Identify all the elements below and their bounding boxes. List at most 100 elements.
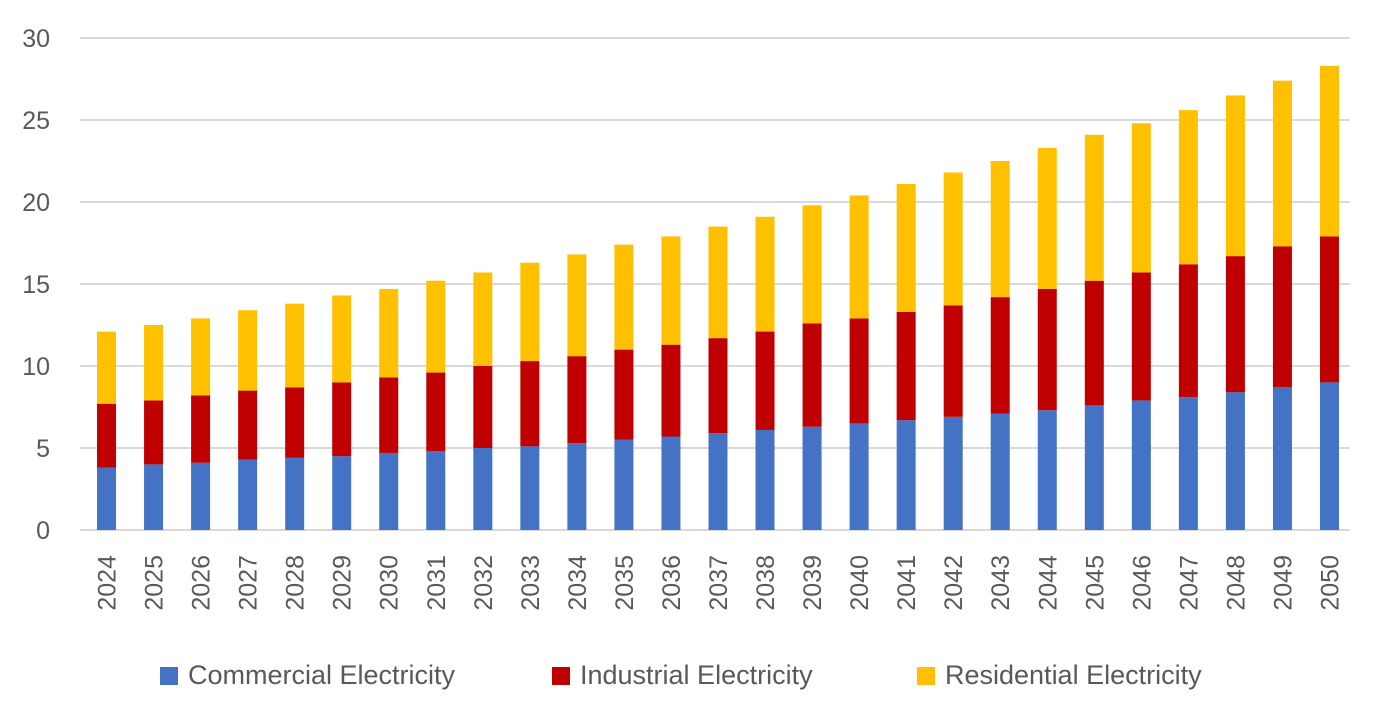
bar-residential-electricity-2046	[1131, 123, 1151, 273]
bar-industrial-electricity-2042	[943, 305, 963, 417]
bar-residential-electricity-2042	[943, 172, 963, 306]
bar-industrial-electricity-2049	[1272, 246, 1292, 388]
bar-commercial-electricity-2037	[708, 433, 728, 530]
bar-commercial-electricity-2030	[379, 452, 399, 530]
bar-commercial-electricity-2044	[1037, 410, 1057, 530]
bar-commercial-electricity-2024	[97, 467, 117, 530]
legend-label: Residential Electricity	[945, 660, 1202, 690]
bar-industrial-electricity-2035	[614, 349, 634, 440]
bar-industrial-electricity-2041	[896, 311, 916, 421]
x-tick-label: 2028	[282, 555, 310, 611]
y-axis-ticks: 0 5 10 15 20 25 30	[22, 25, 50, 545]
bar-commercial-electricity-2029	[332, 456, 352, 530]
x-tick-label: 2034	[564, 555, 592, 611]
x-tick-label: 2027	[235, 555, 263, 611]
bar-commercial-electricity-2034	[567, 443, 587, 530]
legend-swatch-commercial-electricity	[160, 667, 178, 685]
bar-residential-electricity-2025	[144, 325, 164, 401]
bar-residential-electricity-2039	[802, 205, 822, 324]
x-tick-label: 2032	[470, 555, 498, 611]
x-tick-label: 2036	[658, 555, 686, 611]
x-axis-ticks: 2024 2025 2026 2027 2028 2029 2030 2031 2032 2033…	[94, 555, 1345, 611]
x-tick-label: 2035	[611, 555, 639, 611]
bar-commercial-electricity-2048	[1225, 392, 1245, 530]
bar-industrial-electricity-2037	[708, 338, 728, 434]
x-tick-label: 2024	[94, 555, 122, 611]
bar-residential-electricity-2034	[567, 254, 587, 357]
bar-commercial-electricity-2038	[755, 429, 775, 530]
x-tick-label: 2044	[1034, 555, 1062, 611]
bar-commercial-electricity-2040	[849, 423, 869, 530]
x-tick-label: 2025	[141, 555, 169, 611]
bar-commercial-electricity-2043	[990, 413, 1010, 530]
bar-industrial-electricity-2027	[238, 390, 258, 460]
bar-industrial-electricity-2040	[849, 318, 869, 424]
y-tick-label: 20	[22, 189, 50, 217]
bar-industrial-electricity-2048	[1225, 256, 1245, 393]
x-tick-label: 2030	[376, 555, 404, 611]
bar-commercial-electricity-2045	[1084, 405, 1104, 530]
bar-residential-electricity-2033	[520, 262, 540, 362]
x-tick-label: 2040	[846, 555, 874, 611]
bar-residential-electricity-2037	[708, 226, 728, 339]
bar-industrial-electricity-2043	[990, 297, 1010, 414]
bar-industrial-electricity-2033	[520, 361, 540, 447]
bar-commercial-electricity-2046	[1131, 400, 1151, 530]
bar-commercial-electricity-2031	[426, 451, 446, 530]
bar-residential-electricity-2035	[614, 244, 634, 350]
bar-industrial-electricity-2032	[473, 366, 493, 448]
bar-commercial-electricity-2042	[943, 416, 963, 530]
x-tick-label: 2033	[517, 555, 545, 611]
y-tick-label: 15	[22, 271, 50, 299]
bar-commercial-electricity-2028	[285, 457, 305, 530]
bar-residential-electricity-2044	[1037, 147, 1057, 289]
bars	[97, 65, 1339, 530]
bar-residential-electricity-2026	[191, 318, 211, 396]
x-tick-label: 2039	[799, 555, 827, 611]
bar-commercial-electricity-2036	[661, 436, 681, 530]
bar-commercial-electricity-2047	[1178, 397, 1198, 530]
legend-label: Commercial Electricity	[188, 660, 456, 690]
bar-industrial-electricity-2046	[1131, 272, 1151, 401]
bar-industrial-electricity-2034	[567, 356, 587, 444]
bar-residential-electricity-2028	[285, 303, 305, 388]
bar-residential-electricity-2048	[1225, 95, 1245, 257]
y-tick-label: 30	[22, 25, 50, 53]
bar-commercial-electricity-2049	[1272, 387, 1292, 530]
bar-industrial-electricity-2036	[661, 344, 681, 437]
bar-residential-electricity-2030	[379, 288, 399, 378]
bar-commercial-electricity-2027	[238, 459, 258, 530]
bar-industrial-electricity-2030	[379, 377, 399, 453]
bar-commercial-electricity-2041	[896, 420, 916, 530]
bar-industrial-electricity-2029	[332, 382, 352, 457]
bar-industrial-electricity-2024	[97, 403, 117, 468]
bar-industrial-electricity-2031	[426, 372, 446, 452]
x-tick-label: 2045	[1081, 555, 1109, 611]
bar-residential-electricity-2029	[332, 295, 352, 383]
x-tick-label: 2049	[1269, 555, 1297, 611]
y-tick-label: 10	[22, 353, 50, 381]
bar-commercial-electricity-2035	[614, 439, 634, 530]
bar-commercial-electricity-2033	[520, 446, 540, 530]
x-tick-label: 2029	[329, 555, 357, 611]
x-tick-label: 2026	[188, 555, 216, 611]
bar-residential-electricity-2050	[1319, 65, 1339, 237]
bar-industrial-electricity-2038	[755, 331, 775, 430]
bar-residential-electricity-2045	[1084, 134, 1104, 281]
legend-swatch-industrial-electricity	[552, 667, 570, 685]
x-tick-label: 2038	[752, 555, 780, 611]
bar-commercial-electricity-2050	[1319, 382, 1339, 530]
x-tick-label: 2031	[423, 555, 451, 611]
bar-commercial-electricity-2039	[802, 426, 822, 530]
bar-industrial-electricity-2044	[1037, 288, 1057, 411]
legend: Commercial Electricity Industrial Electri…	[160, 660, 1202, 690]
legend-label: Industrial Electricity	[580, 660, 813, 690]
bar-residential-electricity-2038	[755, 216, 775, 332]
bar-industrial-electricity-2026	[191, 395, 211, 463]
x-tick-label: 2047	[1175, 555, 1203, 611]
bar-residential-electricity-2036	[661, 236, 681, 345]
x-tick-label: 2048	[1222, 555, 1250, 611]
bar-industrial-electricity-2045	[1084, 280, 1104, 406]
bar-residential-electricity-2027	[238, 310, 258, 391]
